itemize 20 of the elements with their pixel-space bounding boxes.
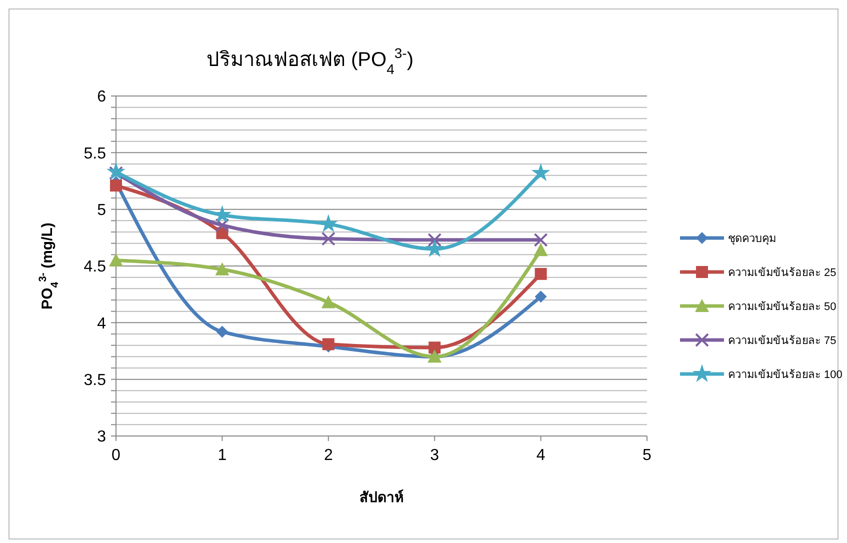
x-tick-label: 3	[430, 447, 440, 464]
y-tick-label: 3	[97, 428, 106, 446]
y-tick-label: 4	[97, 315, 106, 332]
x-tick-label: 4	[536, 447, 546, 464]
x-tick-label: 2	[324, 447, 333, 464]
chart-title: ปริมาณฟอสเฟต (PO$_{4}$$^{3-}$)	[206, 45, 414, 77]
x-tick-label: 0	[112, 447, 121, 464]
x-tick-label: 5	[642, 447, 652, 464]
x-tick-label: 1	[218, 447, 227, 464]
y-tick-label: 4.5	[84, 258, 106, 276]
legend-label: ความเข้มข้นร้อยละ 100	[728, 368, 842, 381]
x-axis-title: สัปดาห์	[360, 489, 404, 505]
y-tick-label: 6	[97, 88, 106, 106]
legend-label: ความเข้มข้นร้อยละ 75	[728, 334, 836, 347]
legend-label: ชุดควบคุม	[728, 232, 776, 245]
legend-label: ความเข้มข้นร้อยละ 25	[728, 266, 836, 279]
y-tick-label: 5.5	[84, 145, 106, 162]
y-tick-label: 5	[97, 202, 106, 219]
legend-label: ความเข้มข้นร้อยละ 50	[728, 300, 836, 313]
text: 3.5	[84, 372, 106, 389]
